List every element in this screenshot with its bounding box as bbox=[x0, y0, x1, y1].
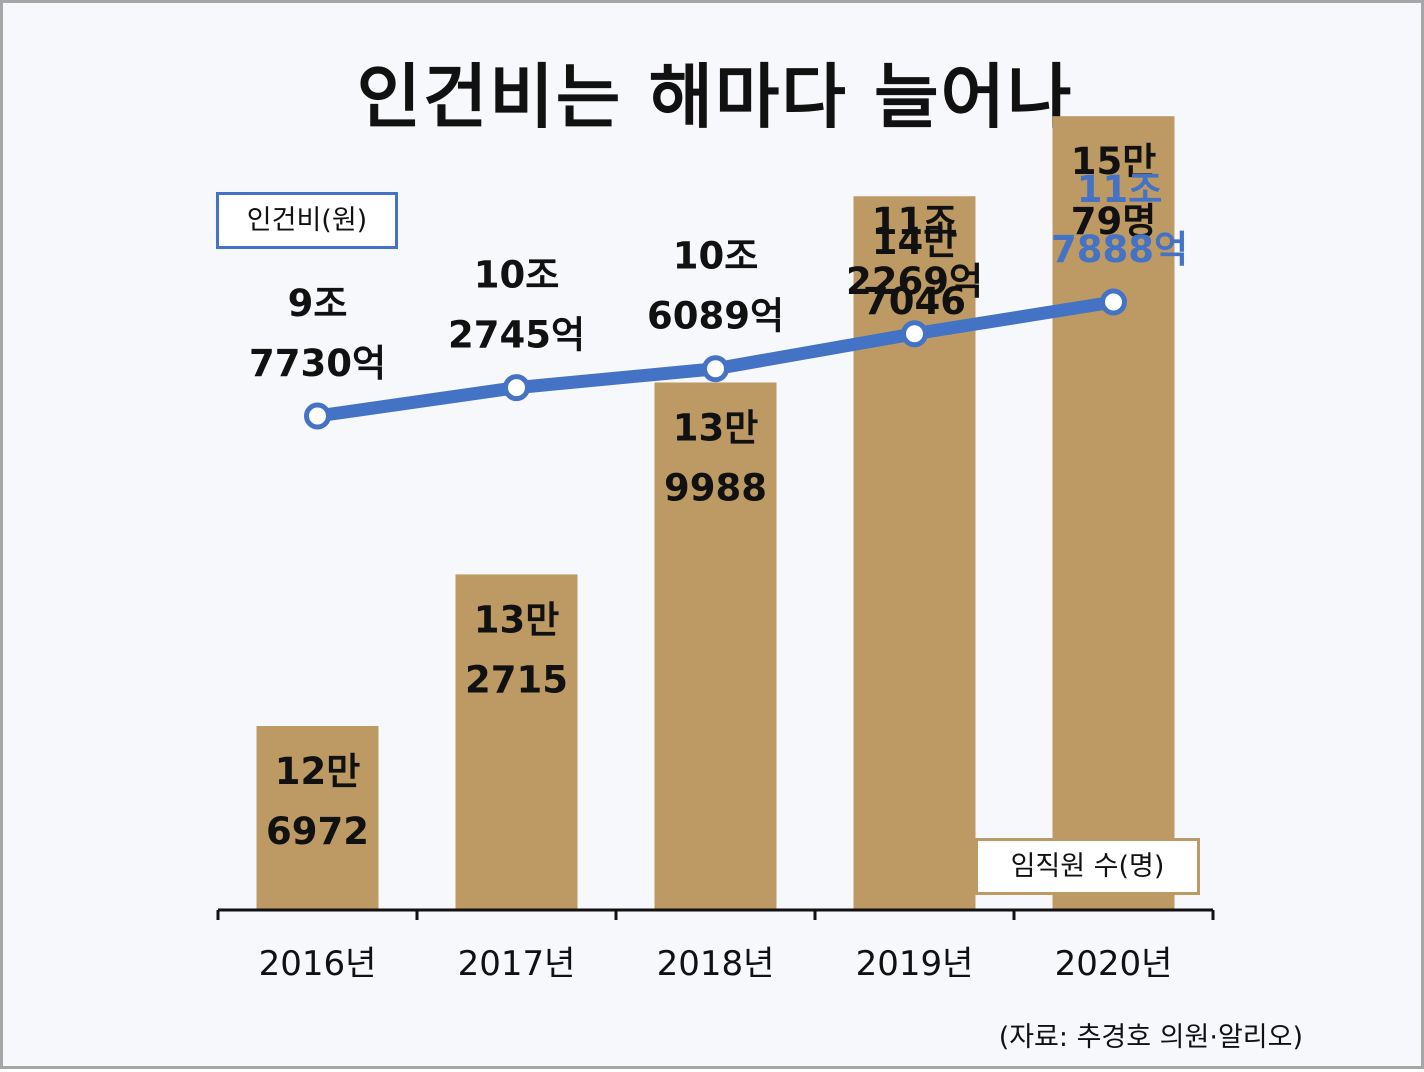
x-tick-label: 2019년 bbox=[856, 944, 974, 984]
bar-data-label: 7046 bbox=[863, 280, 966, 323]
x-tick-label: 2018년 bbox=[657, 944, 775, 984]
bar-data-label: 15만 bbox=[1071, 140, 1157, 183]
bar-data-label: 14만 bbox=[872, 220, 958, 263]
bar bbox=[853, 196, 976, 911]
bar-data-label: 79명 bbox=[1071, 200, 1157, 243]
bar-data-label: 13만 bbox=[673, 406, 759, 449]
chart-title: 인건비는 해마다 늘어나 bbox=[356, 56, 1074, 138]
bar-data-label: 6972 bbox=[266, 810, 369, 853]
bar bbox=[256, 726, 379, 910]
line-data-label: 7730억 bbox=[249, 342, 386, 385]
line-data-label: 10조 bbox=[673, 235, 759, 278]
line-point bbox=[1100, 288, 1127, 316]
line-point bbox=[702, 355, 729, 383]
bar-data-label: 2715 bbox=[465, 658, 568, 701]
line-data-label: 10조 bbox=[474, 254, 560, 297]
line-point bbox=[503, 374, 530, 402]
line-data-label: 6089억 bbox=[647, 295, 784, 338]
bar-data-label: 12만 bbox=[275, 750, 361, 793]
bar bbox=[654, 382, 777, 911]
line-point bbox=[304, 402, 331, 430]
x-tick-label: 2020년 bbox=[1055, 944, 1173, 984]
combo-chart: 12만 6972 13만 2715 13만 9988 14만 7046 15만 79명 2016년 2… bbox=[216, 116, 1215, 984]
line-data-label: 2745억 bbox=[448, 314, 585, 357]
source-note: (자료: 추경호 의원·알리오) bbox=[998, 1022, 1303, 1053]
legend-employee-count: 임직원 수(명) bbox=[975, 838, 1200, 895]
bar-data-label: 9988 bbox=[664, 466, 767, 509]
bar bbox=[455, 574, 578, 910]
x-tick-label: 2017년 bbox=[458, 944, 576, 984]
line-data-label: 9조 bbox=[288, 282, 348, 325]
line-data-label: 11조 bbox=[872, 200, 958, 243]
line-data-label: 7888억 bbox=[1051, 228, 1188, 271]
bar-data-label: 13만 bbox=[474, 598, 560, 641]
line-data-label: 11조 bbox=[1077, 168, 1163, 211]
line-point bbox=[901, 320, 928, 348]
legend-labor-cost: 인건비(원) bbox=[216, 192, 398, 249]
line-data-label: 2269억 bbox=[846, 260, 983, 303]
x-tick-label: 2016년 bbox=[259, 944, 377, 984]
bar bbox=[1052, 116, 1175, 911]
